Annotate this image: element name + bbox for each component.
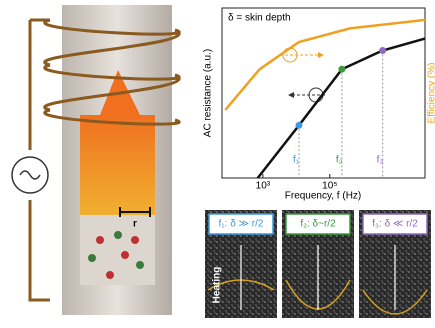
panel-label: f₂: δ~r/2 xyxy=(300,219,336,230)
point-label: f₁ xyxy=(293,155,300,166)
x-axis-label: Frequency, f (Hz) xyxy=(285,191,362,202)
panel-label: f₃: δ ≪ r/2 xyxy=(372,219,418,230)
chart: δ = skin depth Frequency, f (Hz) AC resi… xyxy=(203,8,435,202)
y-axis-label: AC resistance (a.u.) xyxy=(203,49,214,137)
marker xyxy=(379,47,386,54)
panels: f₁: δ ≫ r/2 Heating f₂: δ~r/2 f₃: δ ≪ r/2 xyxy=(205,210,431,318)
marker xyxy=(295,122,302,129)
point-label: f₃ xyxy=(377,155,384,166)
x-tick-label: 10³ xyxy=(256,181,271,192)
illustration: r xyxy=(12,5,179,315)
point-label: f₂ xyxy=(336,155,343,166)
x-tick-label: 10⁵ xyxy=(322,181,337,192)
hot-sample xyxy=(80,115,155,215)
annotation: δ = skin depth xyxy=(228,13,291,24)
marker xyxy=(338,66,345,73)
radius-label: r xyxy=(133,219,137,230)
series-line xyxy=(225,20,425,110)
panel-label: f₁: δ ≫ r/2 xyxy=(219,219,264,230)
panel-side-text: Heating xyxy=(212,267,223,304)
chamber xyxy=(80,215,155,285)
y2-axis-label: Efficiency (%) xyxy=(427,63,435,124)
figure: r δ = skin depth Frequency, f (Hz) AC re… xyxy=(0,0,435,323)
